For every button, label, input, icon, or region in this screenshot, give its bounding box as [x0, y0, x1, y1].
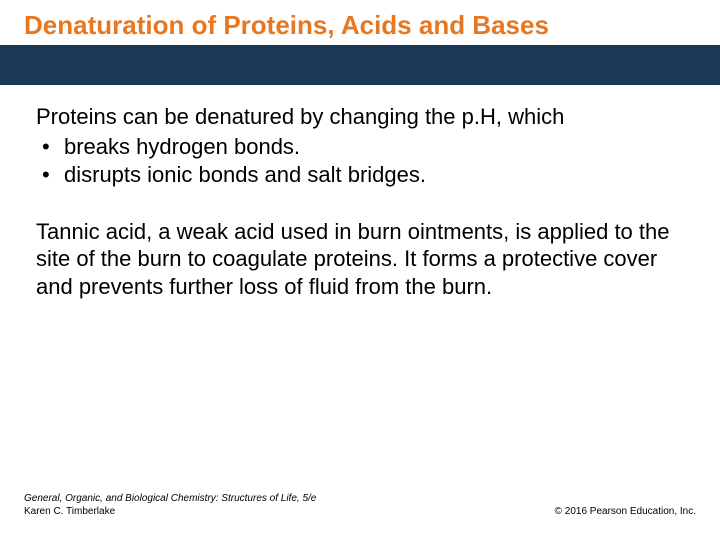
- footer-book-title: General, Organic, and Biological Chemist…: [24, 493, 316, 506]
- footer-left: General, Organic, and Biological Chemist…: [24, 493, 316, 518]
- title-bar: [0, 45, 720, 85]
- bullet-item: disrupts ionic bonds and salt bridges.: [42, 161, 684, 190]
- bullet-list: breaks hydrogen bonds. disrupts ionic bo…: [36, 133, 684, 190]
- body-paragraph: Tannic acid, a weak acid used in burn oi…: [36, 218, 684, 301]
- footer: General, Organic, and Biological Chemist…: [24, 493, 696, 518]
- intro-text: Proteins can be denatured by changing th…: [36, 103, 684, 131]
- footer-author: Karen C. Timberlake: [24, 506, 316, 519]
- bullet-item: breaks hydrogen bonds.: [42, 133, 684, 162]
- title-region: Denaturation of Proteins, Acids and Base…: [0, 0, 720, 45]
- slide: Denaturation of Proteins, Acids and Base…: [0, 0, 720, 540]
- footer-copyright: © 2016 Pearson Education, Inc.: [555, 506, 696, 519]
- body-region: Proteins can be denatured by changing th…: [0, 85, 720, 300]
- slide-title: Denaturation of Proteins, Acids and Base…: [24, 10, 696, 41]
